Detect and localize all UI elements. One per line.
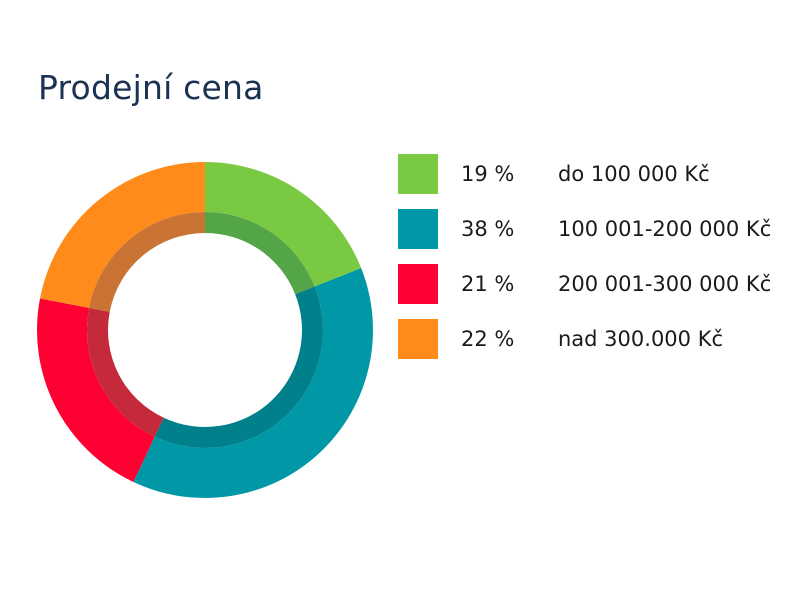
donut-slices [37,162,373,498]
donut-inner-slice [205,212,315,295]
legend-label: 100 001-200 000 Kč [558,217,772,241]
legend-label: nad 300.000 Kč [558,327,724,351]
legend-swatch [398,264,438,304]
legend-label: do 100 000 Kč [558,162,710,186]
donut-slice [205,162,362,287]
donut-slice [37,298,155,483]
legend-item: 22 % nad 300.000 Kč [398,319,788,359]
legend-item: 19 % do 100 000 Kč [398,154,788,194]
legend-swatch [398,319,438,359]
legend-item: 21 % 200 001-300 000 Kč [398,264,788,304]
donut-slice [133,268,373,498]
legend-swatch [398,154,438,194]
legend-percent: 22 % [461,327,515,351]
donut-inner-slice [154,286,323,448]
donut-inner-slice [87,307,164,437]
legend: 19 % do 100 000 Kč 38 % 100 001-200 000 … [398,154,788,374]
legend-percent: 38 % [461,217,515,241]
donut-inner-slice [89,212,205,312]
legend-percent: 21 % [461,272,515,296]
chart-title: Prodejní cena [38,68,264,107]
legend-label: 200 001-300 000 Kč [558,272,772,296]
donut-inner-ring [87,212,323,448]
donut-slice [39,162,206,308]
legend-item: 38 % 100 001-200 000 Kč [398,209,788,249]
legend-percent: 19 % [461,162,515,186]
legend-swatch [398,209,438,249]
